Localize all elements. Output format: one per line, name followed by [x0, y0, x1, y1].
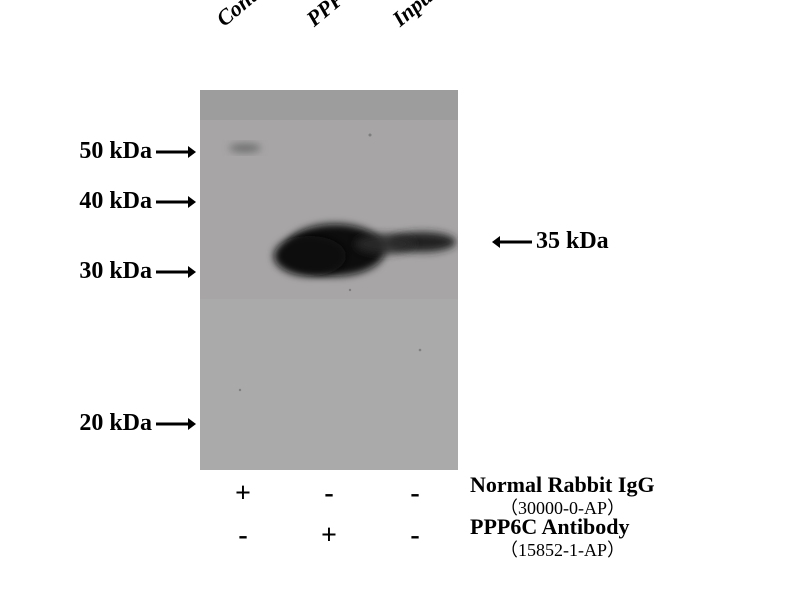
matrix-cell: + [286, 520, 372, 552]
matrix-row-ppp6c-antibody: -+- [200, 520, 458, 552]
lane-label-input: Input [387, 0, 442, 32]
lane-labels-group: Control IgG PPP6C Input [210, 10, 470, 100]
mw-marker-40kda: 40 kDa [79, 188, 196, 215]
main-band-ppp6c-extra [274, 236, 346, 276]
mw-text-50kda: 50 kDa [79, 138, 152, 164]
matrix-cell: - [372, 520, 458, 552]
lane-label-ppp6c: PPP6C [301, 0, 368, 32]
band-annotation-35kda: 35 kDa [492, 228, 609, 255]
lane-label-control-igg: Control IgG [211, 0, 312, 32]
mw-marker-30kda: 30 kDa [79, 258, 196, 285]
mw-text-30kda: 30 kDa [79, 258, 152, 284]
arrow-right-icon [156, 264, 196, 280]
arrow-left-icon [492, 234, 532, 250]
figure-container: Control IgG PPP6C Input 50 kDa 40 kDa 30… [0, 0, 800, 600]
blot-svg [200, 90, 458, 470]
matrix-cell: - [372, 478, 458, 510]
mw-text-40kda: 40 kDa [79, 188, 152, 214]
matrix-cell: - [200, 520, 286, 552]
mw-marker-20kda: 20 kDa [79, 410, 196, 437]
matrix-cell: + [200, 478, 286, 510]
arrow-right-icon [156, 416, 196, 432]
arrow-right-icon [156, 144, 196, 160]
matrix-cell: - [286, 478, 372, 510]
arrow-right-icon [156, 194, 196, 210]
mw-marker-50kda: 50 kDa [79, 138, 196, 165]
matrix-row-normal-rabbit-igg: +-- [200, 478, 458, 510]
mw-text-20kda: 20 kDa [79, 410, 152, 436]
western-blot-image [200, 90, 458, 470]
faint-control-band-50kda [229, 144, 261, 152]
matrix-sublabel-ppp6c-antibody: （15852-1-AP） [500, 536, 625, 562]
band-annotation-text: 35 kDa [536, 228, 609, 254]
